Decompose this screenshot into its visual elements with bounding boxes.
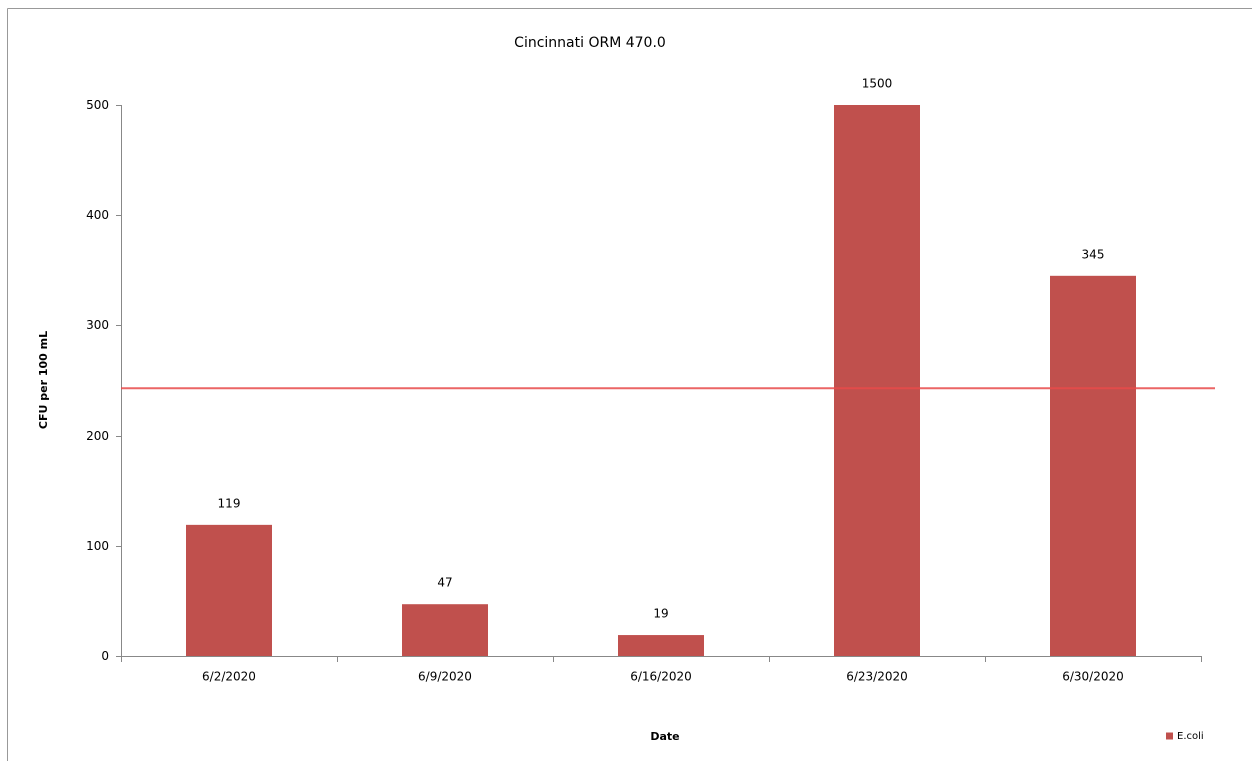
bar	[618, 635, 704, 656]
y-tick-label: 100	[86, 539, 109, 553]
x-tick-label: 6/23/2020	[846, 670, 908, 684]
x-tick-label: 6/2/2020	[202, 670, 256, 684]
bar	[402, 604, 488, 656]
y-tick-label: 0	[101, 649, 109, 663]
y-tick-label: 200	[86, 429, 109, 443]
data-label: 119	[218, 496, 241, 510]
data-label: 47	[437, 576, 452, 590]
bar	[1050, 275, 1136, 656]
bar	[186, 524, 272, 656]
x-axis-label: Date	[650, 730, 679, 743]
plot-area	[186, 105, 1136, 656]
bar	[834, 105, 920, 656]
data-label: 345	[1082, 247, 1105, 261]
y-axis-label: CFU per 100 mL	[37, 331, 50, 429]
x-tick-label: 6/16/2020	[630, 670, 692, 684]
legend-label: E.coli	[1177, 731, 1204, 742]
chart-title: Cincinnati ORM 470.0	[514, 35, 666, 51]
x-tick-label: 6/30/2020	[1062, 670, 1124, 684]
data-label: 19	[653, 607, 668, 621]
x-tick-label: 6/9/2020	[418, 670, 472, 684]
data-label: 1500	[862, 77, 893, 91]
y-tick-label: 300	[86, 318, 109, 332]
y-tick-label: 500	[86, 98, 109, 112]
legend-swatch	[1166, 732, 1173, 740]
y-tick-label: 400	[86, 208, 109, 222]
